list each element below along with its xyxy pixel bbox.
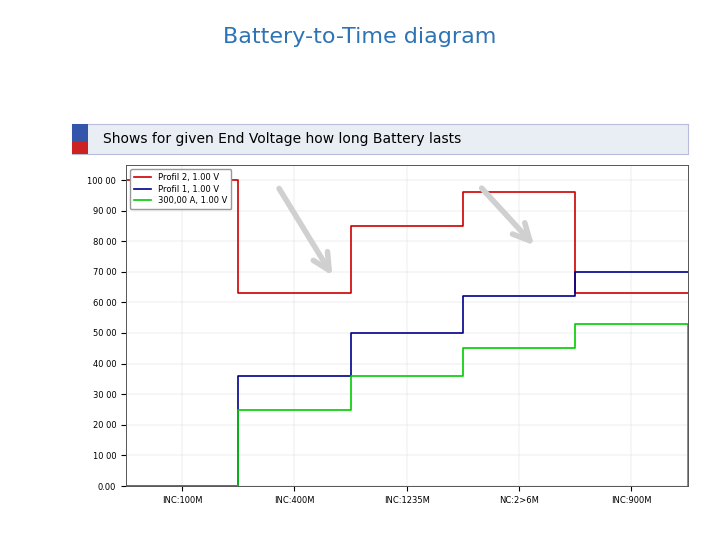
300,00 A, 1.00 V <box>234 483 243 489</box>
300,00 A, 1.00 V <box>346 373 355 379</box>
Profil 2, 1.00 V <box>122 177 130 183</box>
Profil 2, 1.00 V <box>234 177 243 183</box>
300,00 A, 1.00 V <box>346 406 355 413</box>
Profil 2, 1.00 V <box>346 222 355 229</box>
300,00 A, 1.00 V <box>459 373 467 379</box>
300,00 A, 1.00 V <box>683 321 692 327</box>
Profil 2, 1.00 V <box>459 222 467 229</box>
Profil 2, 1.00 V <box>571 290 580 296</box>
Text: Shows for given End Voltage how long Battery lasts: Shows for given End Voltage how long Bat… <box>103 132 461 146</box>
Profil 2, 1.00 V <box>459 189 467 195</box>
300,00 A, 1.00 V <box>683 483 692 489</box>
Profil 1, 1.00 V <box>234 373 243 379</box>
300,00 A, 1.00 V <box>459 345 467 352</box>
Profil 1, 1.00 V <box>346 330 355 336</box>
Profil 2, 1.00 V <box>346 290 355 296</box>
Line: Profil 1, 1.00 V: Profil 1, 1.00 V <box>126 272 688 486</box>
Legend: Profil 2, 1.00 V, Profil 1, 1.00 V, 300,00 A, 1.00 V: Profil 2, 1.00 V, Profil 1, 1.00 V, 300,… <box>130 169 231 209</box>
Profil 1, 1.00 V <box>122 483 130 489</box>
Profil 1, 1.00 V <box>459 330 467 336</box>
Profil 1, 1.00 V <box>459 293 467 300</box>
Profil 2, 1.00 V <box>571 189 580 195</box>
Line: Profil 2, 1.00 V: Profil 2, 1.00 V <box>126 180 688 293</box>
Profil 1, 1.00 V <box>346 373 355 379</box>
300,00 A, 1.00 V <box>122 483 130 489</box>
Profil 1, 1.00 V <box>571 268 580 275</box>
Profil 2, 1.00 V <box>683 290 692 296</box>
300,00 A, 1.00 V <box>234 406 243 413</box>
300,00 A, 1.00 V <box>571 321 580 327</box>
Profil 1, 1.00 V <box>571 293 580 300</box>
Profil 1, 1.00 V <box>234 483 243 489</box>
Text: Battery-to-Time diagram: Battery-to-Time diagram <box>223 27 497 47</box>
Line: 300,00 A, 1.00 V: 300,00 A, 1.00 V <box>126 324 688 486</box>
300,00 A, 1.00 V <box>571 345 580 352</box>
Profil 1, 1.00 V <box>683 268 692 275</box>
Profil 2, 1.00 V <box>234 290 243 296</box>
